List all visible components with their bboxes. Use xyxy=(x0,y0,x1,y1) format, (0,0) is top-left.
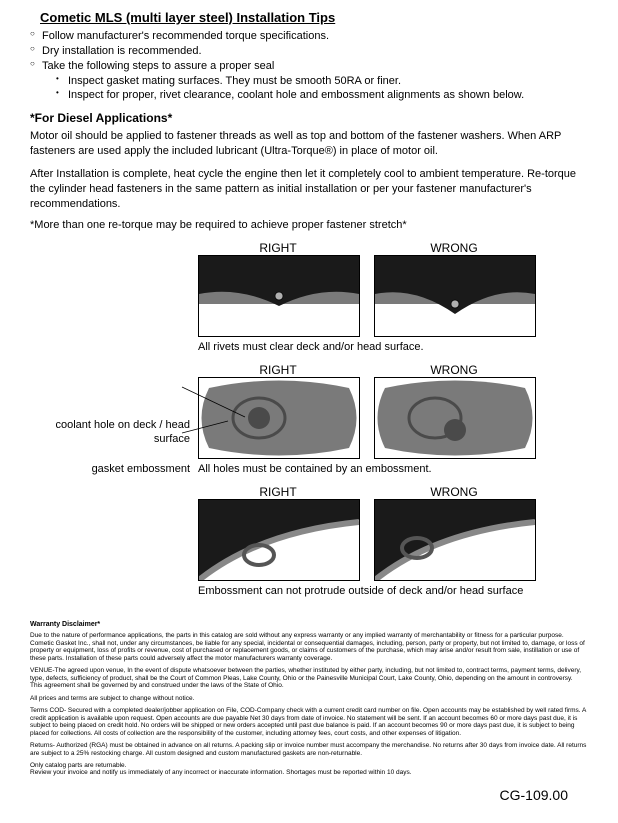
label-emboss: gasket embossment xyxy=(50,463,190,476)
diesel-heading: *For Diesel Applications* xyxy=(30,111,588,125)
disclaimer-text: Only catalog parts are returnable. Revie… xyxy=(30,762,588,777)
diagram-row-3: RIGHT WRONG xyxy=(30,485,588,603)
fig-title-wrong: WRONG xyxy=(374,241,534,255)
diagram-row-1: RIGHT WRONG xyxy=(30,241,588,359)
paragraph: After Installation is complete, heat cyc… xyxy=(30,167,588,212)
fig-title-wrong: WRONG xyxy=(374,363,534,377)
disclaimer-text: VENUE-The agreed upon venue, In the even… xyxy=(30,667,588,689)
fig-title-wrong: WRONG xyxy=(374,485,534,499)
bullet-item: Take the following steps to assure a pro… xyxy=(30,59,588,104)
bullet-item: Follow manufacturer's recommended torque… xyxy=(30,29,588,44)
fig-title-right: RIGHT xyxy=(198,241,358,255)
sub-bullet-item: Inspect gasket mating surfaces. They mus… xyxy=(56,74,588,89)
disclaimer-text: All prices and terms are subject to chan… xyxy=(30,695,588,702)
note: *More than one re-torque may be required… xyxy=(30,219,588,231)
bullet-item: Dry installation is recommended. xyxy=(30,44,588,59)
bullet-text: Take the following steps to assure a pro… xyxy=(42,60,274,72)
bullet-list: Follow manufacturer's recommended torque… xyxy=(30,29,588,103)
page-footer: CG-109.00 xyxy=(30,787,588,803)
disclaimer-head: Warranty Disclaimer* xyxy=(30,621,588,628)
fig-protrude-wrong xyxy=(374,499,536,581)
disclaimer-text: Due to the nature of performance applica… xyxy=(30,632,588,662)
fig-emboss-wrong xyxy=(374,377,536,459)
paragraph: Motor oil should be applied to fastener … xyxy=(30,129,588,159)
fig-title-right: RIGHT xyxy=(198,485,358,499)
fig-rivet-right xyxy=(198,255,360,337)
diagram-row-2: coolant hole on deck / head surface gask… xyxy=(30,363,588,481)
fig-emboss-right xyxy=(198,377,360,459)
fig-title-right: RIGHT xyxy=(198,363,358,377)
disclaimer-section: Warranty Disclaimer* Due to the nature o… xyxy=(30,621,588,777)
sub-bullet-item: Inspect for proper, rivet clearance, coo… xyxy=(56,88,588,103)
caption: All rivets must clear deck and/or head s… xyxy=(198,341,424,353)
caption: Embossment can not protrude outside of d… xyxy=(198,585,523,597)
disclaimer-text: Returns- Authorized (RGA) must be obtain… xyxy=(30,742,588,757)
fig-protrude-right xyxy=(198,499,360,581)
caption: All holes must be contained by an emboss… xyxy=(198,463,432,475)
disclaimer-text: Terms COD- Secured with a completed deal… xyxy=(30,707,588,737)
page-title: Cometic MLS (multi layer steel) Installa… xyxy=(30,10,588,25)
fig-rivet-wrong xyxy=(374,255,536,337)
label-coolant: coolant hole on deck / head surface xyxy=(50,419,190,445)
